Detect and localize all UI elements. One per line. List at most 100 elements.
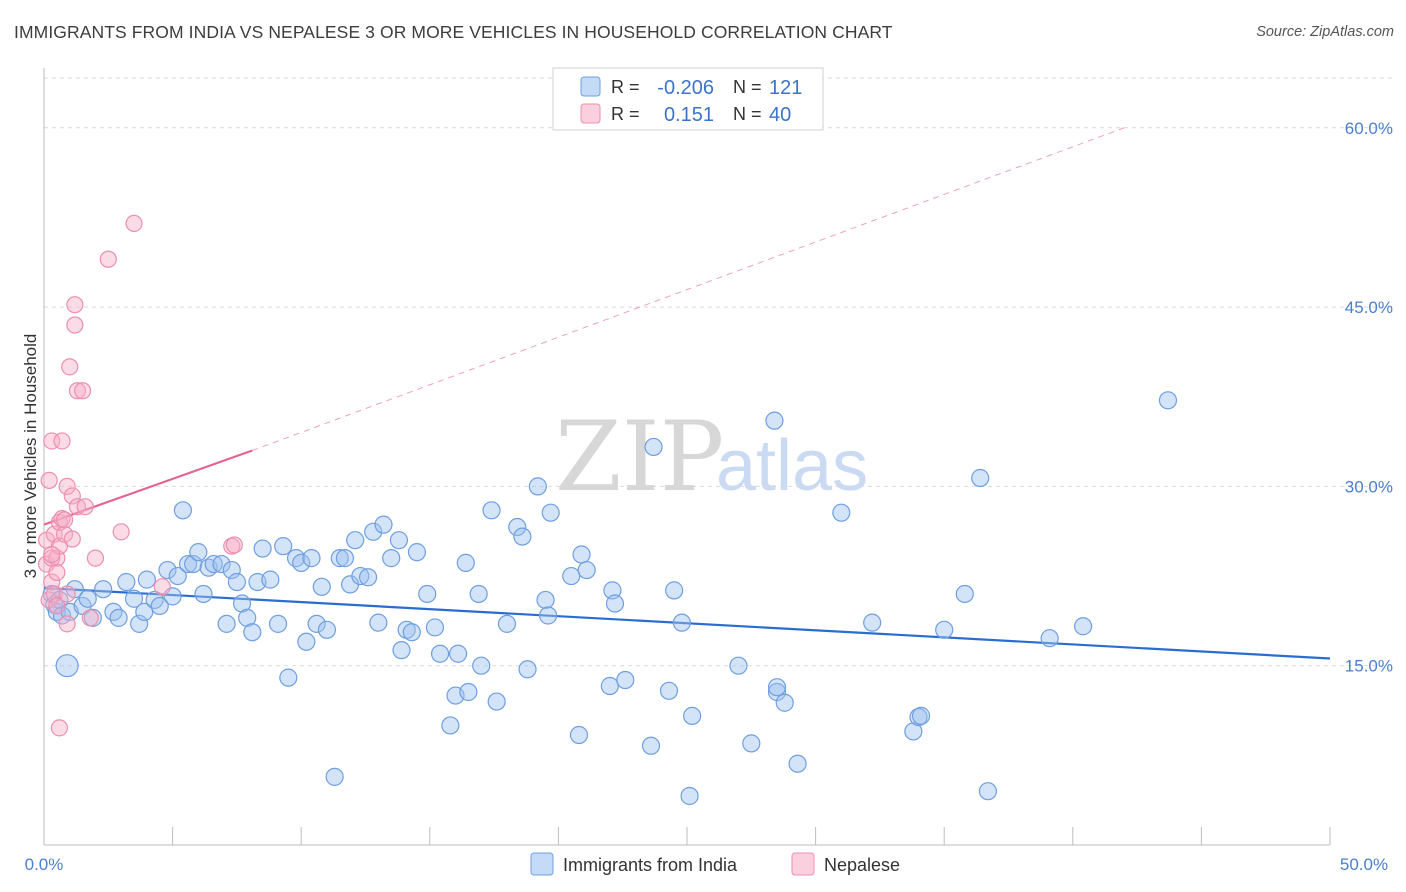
x-tick-label-max: 50.0% <box>1340 855 1388 874</box>
india-point <box>217 614 236 633</box>
legend-india-n-label: N = <box>733 77 762 97</box>
india-point <box>109 608 128 627</box>
nepalese-point <box>68 382 87 400</box>
india-point <box>775 693 794 712</box>
india-point <box>456 553 475 572</box>
legend-nepal-r-value: 0.151 <box>664 104 714 126</box>
series-nepalese-points <box>37 214 243 737</box>
nepalese-point <box>58 477 76 495</box>
india-point <box>307 614 326 633</box>
india-point <box>274 537 293 556</box>
india-point <box>178 554 198 574</box>
india-point <box>253 539 272 558</box>
india-point <box>369 613 388 632</box>
india-point <box>243 623 262 642</box>
india-point <box>641 736 661 755</box>
india-point <box>173 501 192 520</box>
india-point <box>117 572 136 592</box>
india-point <box>518 660 537 679</box>
gridlines <box>44 77 1393 667</box>
nepalese-point <box>61 358 79 376</box>
india-point <box>448 644 468 663</box>
x-tick-label-min: 0.0% <box>25 855 64 874</box>
india-point <box>863 613 882 632</box>
watermark-atlas: atlas <box>716 426 868 506</box>
india-point <box>124 589 144 608</box>
india-point <box>508 517 527 537</box>
india-point <box>297 632 316 651</box>
india-point <box>497 614 517 633</box>
india-point <box>600 676 619 696</box>
india-point <box>978 782 998 801</box>
india-point <box>472 656 491 675</box>
india-point <box>441 716 460 735</box>
watermark-zip: ZIP <box>555 401 724 513</box>
india-point <box>382 549 401 568</box>
nepalese-point <box>40 471 58 490</box>
india-point <box>292 553 311 572</box>
india-point <box>659 681 679 700</box>
india-point <box>94 580 113 599</box>
nepalese-point <box>63 530 81 548</box>
legend-india-r-value: -0.206 <box>657 77 714 99</box>
chart-title: IMMIGRANTS FROM INDIA VS NEPALESE 3 OR M… <box>14 22 893 42</box>
nepalese-point <box>76 498 94 516</box>
india-point <box>189 543 208 562</box>
india-point <box>911 706 931 725</box>
nepalese-point <box>73 382 92 400</box>
india-point <box>482 501 501 520</box>
india-point <box>204 554 223 574</box>
legend-nepal-n-value: 40 <box>769 104 791 126</box>
india-point <box>469 584 488 604</box>
india-point <box>227 572 246 592</box>
india-point <box>1158 391 1178 410</box>
india-point <box>364 522 383 541</box>
india-point <box>317 620 337 639</box>
india-point <box>788 754 807 773</box>
india-point <box>150 596 169 616</box>
series-legend: Immigrants from India Nepalese <box>530 852 900 876</box>
india-point <box>335 549 355 568</box>
bottom-legend-label-india: Immigrants from India <box>563 855 738 875</box>
india-point <box>562 566 581 586</box>
india-point <box>572 545 591 564</box>
india-point <box>302 549 321 568</box>
india-point <box>430 644 450 663</box>
india-point <box>541 503 560 522</box>
watermark: ZIP atlas <box>555 401 868 513</box>
nepalese-point <box>81 609 99 627</box>
india-point <box>616 670 635 690</box>
india-point <box>665 581 684 600</box>
nepalese-point <box>99 250 117 268</box>
legend-swatch-india <box>580 76 601 97</box>
india-point <box>268 614 288 633</box>
india-point <box>729 656 748 675</box>
y-tick-label-60: 60.0% <box>1345 119 1393 138</box>
india-point <box>358 568 378 587</box>
bottom-legend-swatch-india <box>530 852 554 876</box>
india-point <box>955 584 974 604</box>
legend-nepal-n-label: N = <box>733 104 762 124</box>
india-point <box>528 477 547 496</box>
india-point <box>971 468 990 488</box>
india-point <box>459 682 478 702</box>
india-point <box>418 584 437 604</box>
india-point <box>184 554 203 574</box>
india-point <box>158 560 177 580</box>
india-point <box>742 734 761 753</box>
india-point <box>389 531 409 550</box>
india-point <box>832 503 851 522</box>
india-point <box>513 527 532 546</box>
nepalese-point <box>63 487 81 505</box>
y-axis-tick-labels: 15.0% 30.0% 45.0% 60.0% <box>1345 119 1393 676</box>
y-tick-label-30: 30.0% <box>1345 477 1393 496</box>
nepalese-point <box>43 545 61 564</box>
legend-india-n-value: 121 <box>769 77 802 99</box>
nepalese-point <box>50 719 69 737</box>
india-point <box>765 411 784 430</box>
india-point <box>135 602 154 622</box>
india-point <box>904 722 923 741</box>
bottom-legend-label-nepal: Nepalese <box>824 855 900 875</box>
legend-india-r-label: R = <box>611 77 640 97</box>
